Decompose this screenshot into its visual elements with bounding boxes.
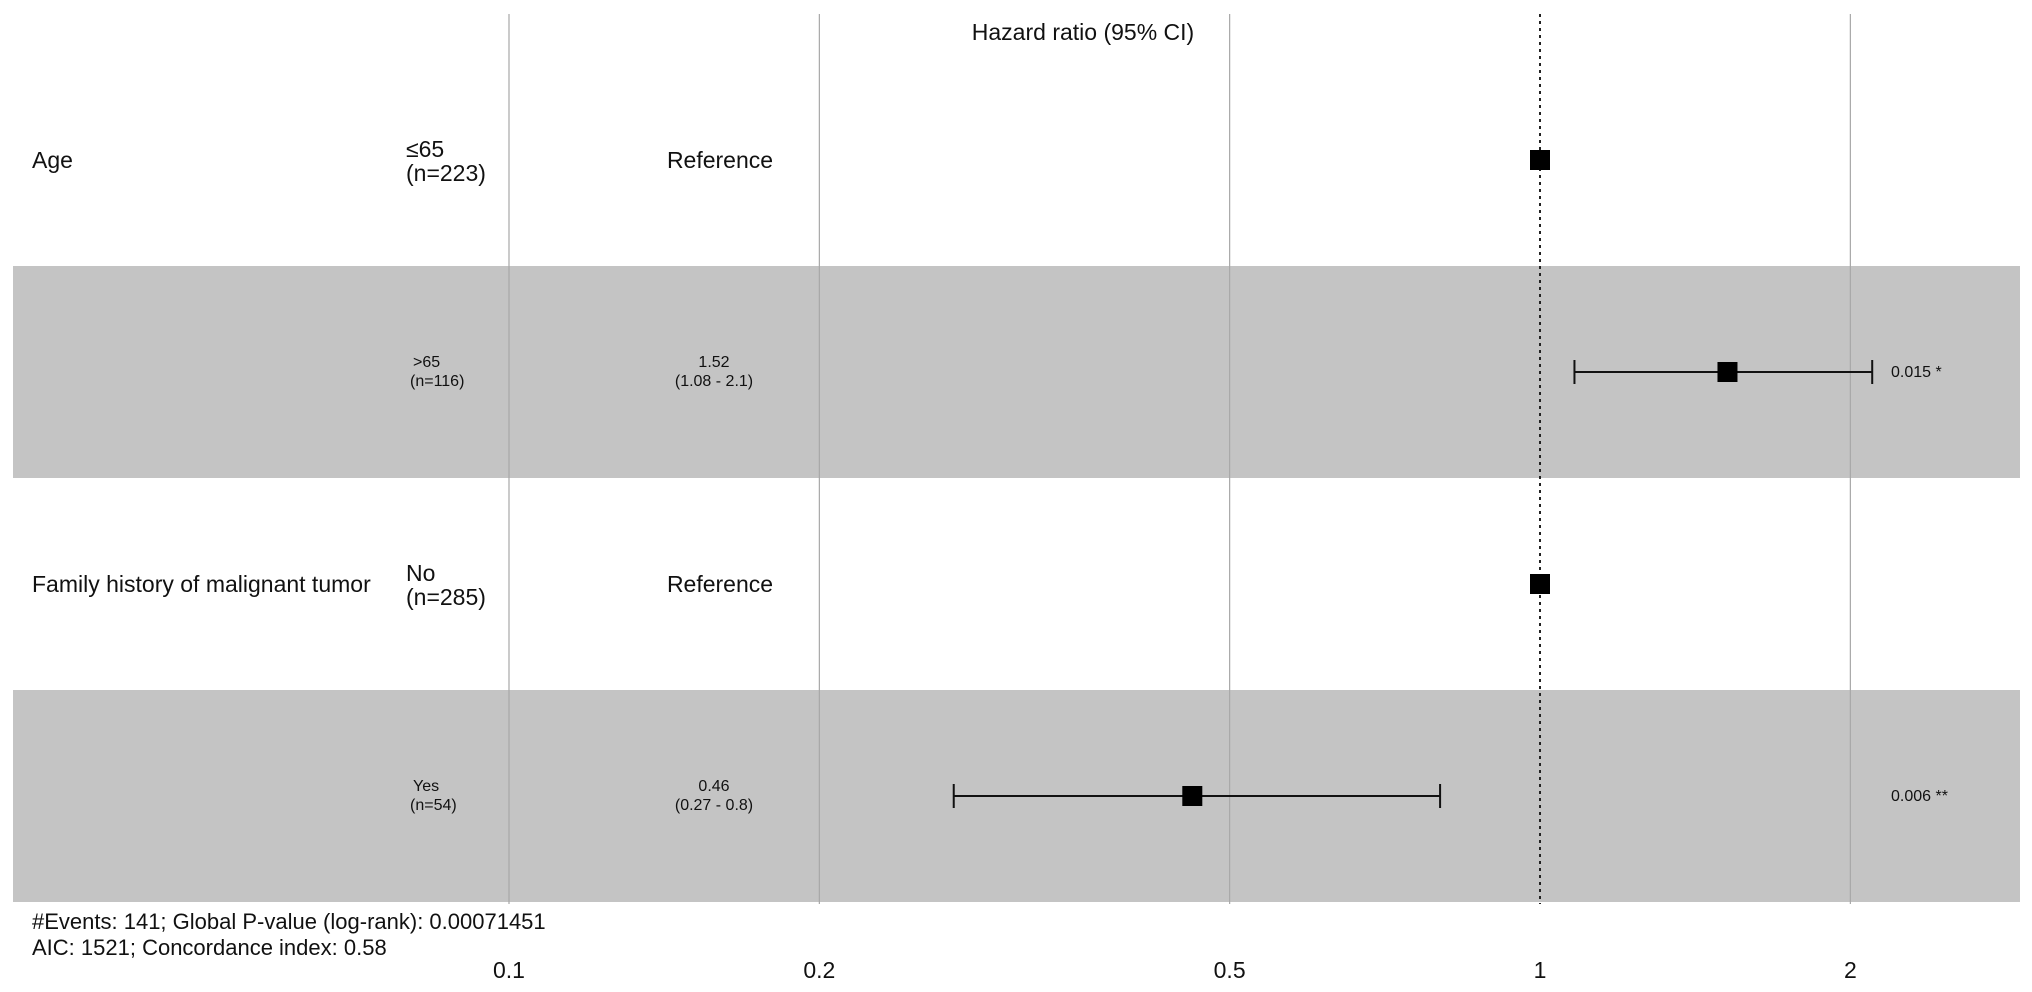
row-estimate-label: Reference [667, 147, 773, 173]
footer-aic: AIC: 1521; Concordance index: 0.58 [32, 935, 387, 960]
row-level-label: >65 [413, 354, 440, 371]
hr-marker [1530, 150, 1550, 170]
row-ci-label: (1.08 - 2.1) [675, 373, 753, 390]
row-p-value: 0.015 * [1891, 364, 1942, 381]
row-estimate-label: 0.46 [698, 778, 729, 795]
x-tick-label: 0.5 [1214, 957, 1246, 983]
row-n-label: (n=285) [406, 584, 486, 610]
row-estimate-label: 1.52 [698, 354, 729, 371]
hr-marker [1717, 362, 1738, 382]
hr-marker [1530, 574, 1550, 594]
forest-row: Family history of malignant tumor No(n=28… [32, 560, 1550, 610]
x-tick-label: 2 [1844, 957, 1857, 983]
row-n-label: (n=54) [410, 797, 457, 814]
row-estimate-label: Reference [667, 571, 773, 597]
x-tick-label: 0.2 [803, 957, 835, 983]
row-variable-label: Family history of malignant tumor [32, 571, 371, 597]
chart-title: Hazard ratio (95% CI) [972, 19, 1194, 45]
row-level-label: No [406, 560, 435, 586]
hr-marker [1182, 786, 1203, 806]
row-ci-label: (0.27 - 0.8) [675, 797, 753, 814]
row-level-label: Yes [413, 778, 439, 795]
row-variable-label: Age [32, 147, 73, 173]
gridlines [508, 14, 1851, 904]
row-p-value: 0.006 ** [1891, 788, 1948, 805]
x-tick-label: 0.1 [493, 957, 525, 983]
footer-events: #Events: 141; Global P-value (log-rank):… [32, 909, 546, 934]
row-n-label: (n=116) [410, 373, 464, 390]
forest-row: >65 (n=116) 1.52 (1.08 - 2.1) 0.015 * [410, 354, 1942, 390]
forest-row: Age ≤65(n=223) Reference [32, 136, 1550, 186]
forest-row: Yes (n=54) 0.46 (0.27 - 0.8) 0.006 ** [410, 778, 1948, 814]
x-tick-label: 1 [1534, 957, 1547, 983]
x-axis-ticks: 0.1 0.2 0.5 1 2 [493, 957, 1857, 983]
row-n-label: (n=223) [406, 160, 486, 186]
row-level-label: ≤65 [406, 136, 444, 162]
rows: Age ≤65(n=223) Reference >65 (n=116) 1.52 (1.0… [32, 136, 1948, 814]
